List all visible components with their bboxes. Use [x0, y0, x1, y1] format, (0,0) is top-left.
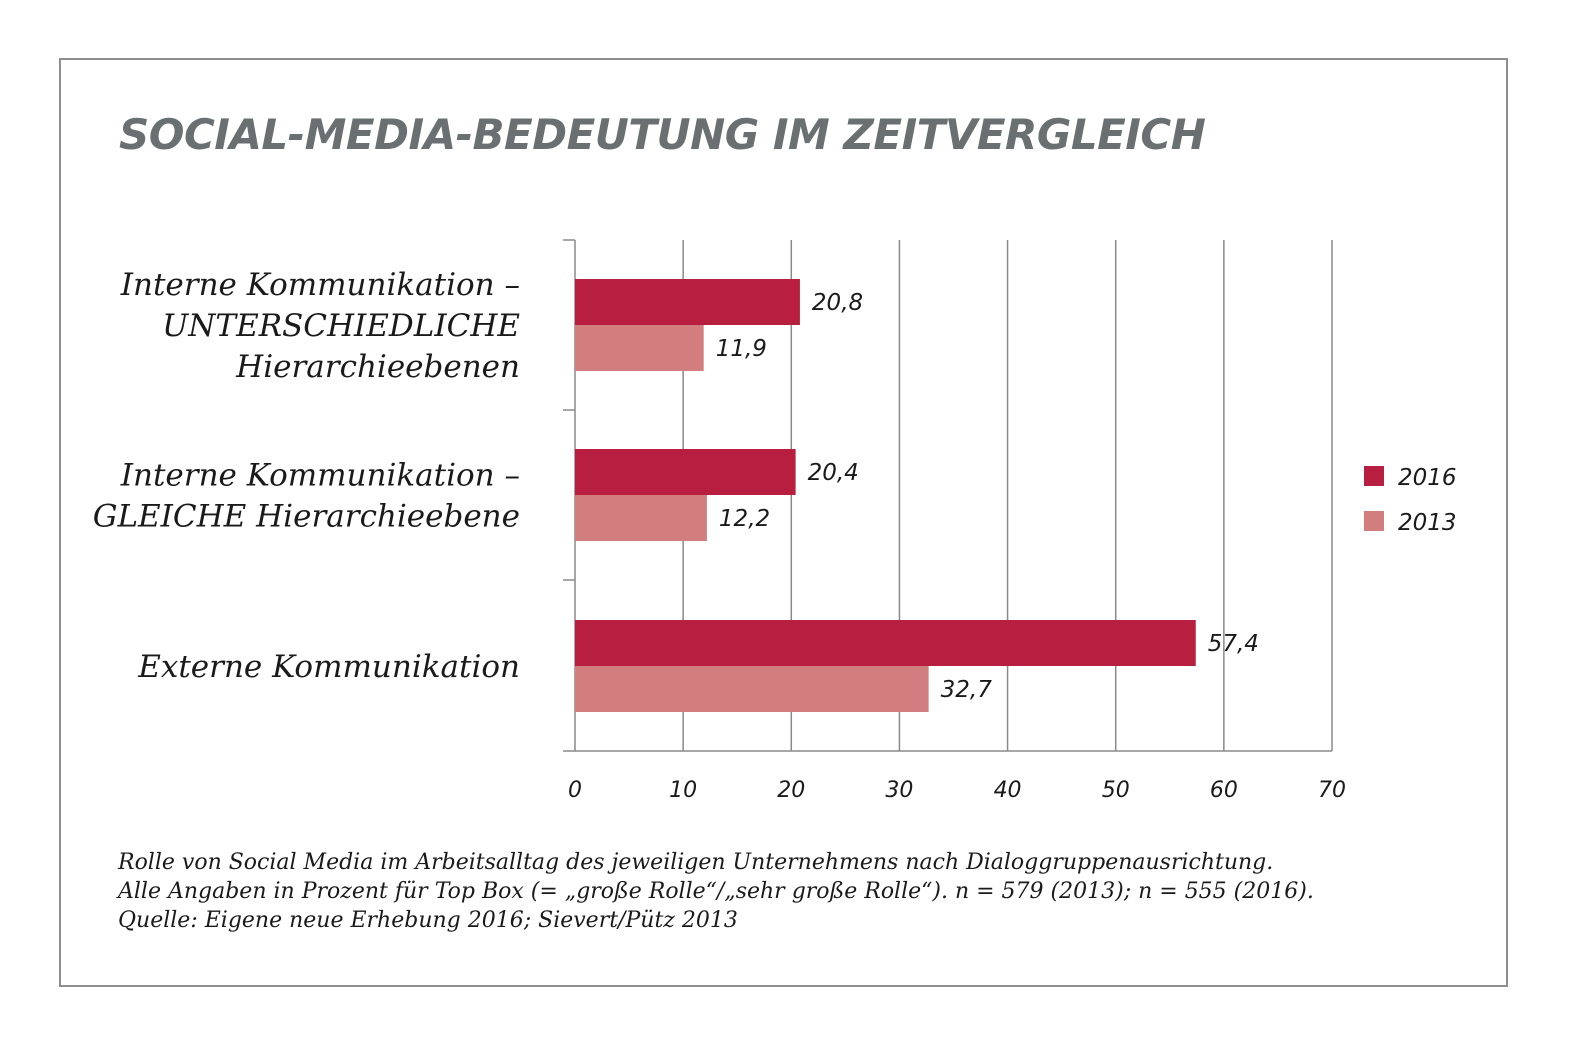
legend-label-2013: 2013	[1398, 510, 1457, 536]
caption-line-2: Alle Angaben in Prozent für Top Box (= „…	[118, 879, 1314, 904]
x-tick-label: 0	[568, 778, 582, 803]
x-tick-label: 10	[669, 778, 697, 803]
bar-2013	[575, 325, 704, 371]
caption-line-1: Rolle von Social Media im Arbeitsalltag …	[118, 850, 1274, 875]
chart-title: SOCIAL-MEDIA-BEDEUTUNG IM ZEITVERGLEICH	[119, 110, 1206, 159]
category-label: Interne Kommunikation –	[120, 458, 520, 494]
category-label: Externe Kommunikation	[137, 649, 520, 685]
bar-2013	[575, 666, 929, 712]
x-tick-label: 20	[777, 778, 805, 803]
legend-label-2016: 2016	[1398, 465, 1457, 491]
data-label-2013: 32,7	[941, 677, 993, 703]
bar-2016	[575, 620, 1196, 666]
x-tick-label: 70	[1318, 778, 1346, 803]
category-label: GLEICHE Hierarchieebene	[93, 499, 520, 535]
x-tick-label: 30	[885, 778, 913, 803]
bar-2016	[575, 279, 800, 325]
data-label-2013: 12,2	[719, 506, 770, 532]
caption-line-3: Quelle: Eigene neue Erhebung 2016; Sieve…	[118, 908, 738, 933]
legend-swatch-2013	[1364, 511, 1384, 531]
category-label: Hierarchieebenen	[235, 349, 520, 385]
x-tick-label: 60	[1210, 778, 1238, 803]
data-label-2016: 20,8	[812, 290, 863, 316]
data-label-2016: 20,4	[808, 460, 859, 486]
legend-swatch-2016	[1364, 466, 1384, 486]
bar-2016	[575, 449, 796, 495]
chart-caption: Rolle von Social Media im Arbeitsalltag …	[118, 848, 1478, 935]
category-label: Interne Kommunikation –	[120, 267, 520, 303]
category-label: UNTERSCHIEDLICHE	[162, 308, 520, 344]
x-tick-label: 40	[994, 778, 1022, 803]
data-label-2016: 57,4	[1208, 631, 1259, 657]
x-tick-label: 50	[1102, 778, 1130, 803]
data-label-2013: 11,9	[716, 336, 767, 362]
chart-frame	[59, 58, 1508, 987]
bar-2013	[575, 495, 707, 541]
